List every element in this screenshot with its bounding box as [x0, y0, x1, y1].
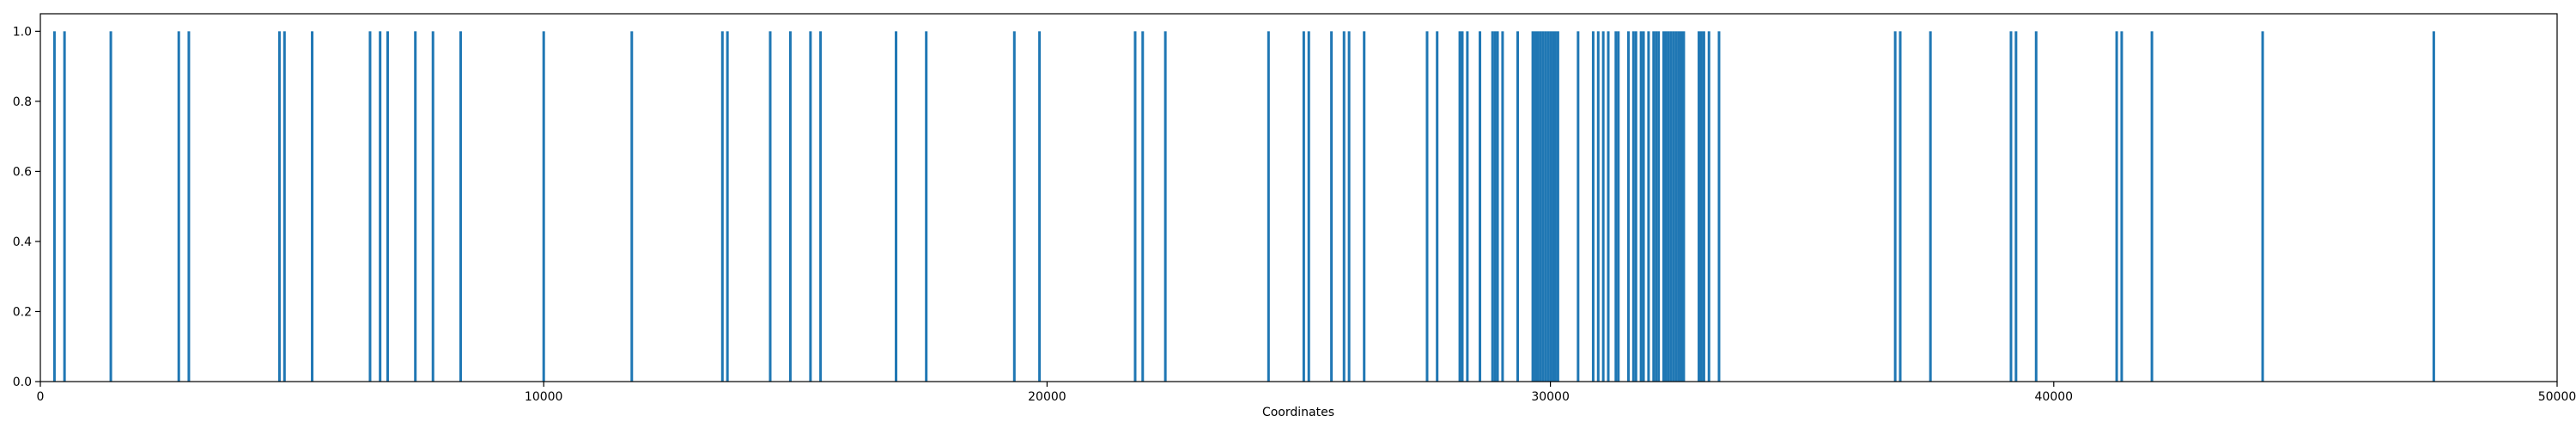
y-tick-label: 0.8	[13, 95, 32, 109]
bars-layer	[52, 31, 2435, 382]
x-axis: 0 10000 20000 30000 40000 50000	[37, 382, 2576, 404]
x-tick-label: 40000	[2035, 390, 2074, 404]
x-tick-label: 50000	[2538, 390, 2576, 404]
x-tick-label: 30000	[1531, 390, 1570, 404]
y-tick-label: 1.0	[13, 25, 32, 39]
x-tick-label: 20000	[1028, 390, 1066, 404]
x-axis-title: Coordinates	[1262, 406, 1334, 419]
y-tick-label: 0.2	[13, 305, 32, 319]
y-tick-label: 0.6	[13, 165, 32, 179]
y-tick-label: 0.4	[13, 235, 32, 249]
plot-frame	[39, 13, 2558, 382]
y-axis: 0.0 0.2 0.4 0.6 0.8 1.0	[13, 25, 40, 389]
y-tick-label: 0.0	[13, 376, 32, 389]
x-tick-label: 0	[37, 390, 45, 404]
x-tick-label: 10000	[525, 390, 563, 404]
